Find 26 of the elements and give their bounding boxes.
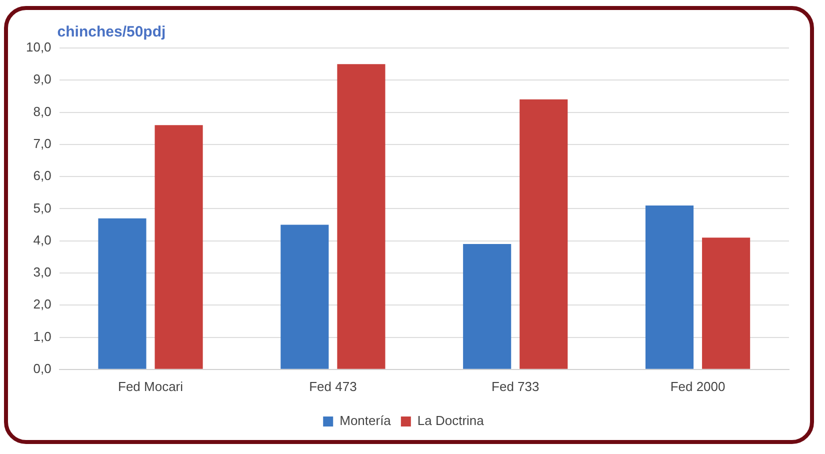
y-tick-label: 1,0 <box>33 328 52 344</box>
x-tick-label: Fed 473 <box>309 378 357 394</box>
y-tick-label: 5,0 <box>33 200 52 216</box>
y-tick-label: 0,0 <box>33 360 52 376</box>
bar <box>520 99 568 369</box>
legend-label: Montería <box>340 413 392 428</box>
bar <box>280 224 329 369</box>
y-tick-label: 3,0 <box>33 264 52 280</box>
bar <box>154 125 203 369</box>
y-tick-label: 2,0 <box>33 296 52 312</box>
bar <box>337 64 386 369</box>
y-tick-label: 4,0 <box>33 232 52 248</box>
y-axis-title: chinches/50pdj <box>57 24 166 41</box>
bar <box>645 205 694 369</box>
bar <box>702 238 750 369</box>
x-tick-label: Fed 2000 <box>670 378 726 394</box>
y-tick-label: 6,0 <box>33 168 52 184</box>
y-tick-label: 8,0 <box>33 104 52 119</box>
x-tick-label: Fed Mocari <box>118 378 184 394</box>
y-tick-label: 9,0 <box>33 72 52 87</box>
y-tick-label: 10,0 <box>26 40 52 55</box>
legend-label: La Doctrina <box>417 413 485 428</box>
x-tick-label: Fed 733 <box>492 378 540 394</box>
bar <box>463 244 512 369</box>
bar <box>98 218 146 369</box>
y-tick-label: 7,0 <box>33 136 52 151</box>
